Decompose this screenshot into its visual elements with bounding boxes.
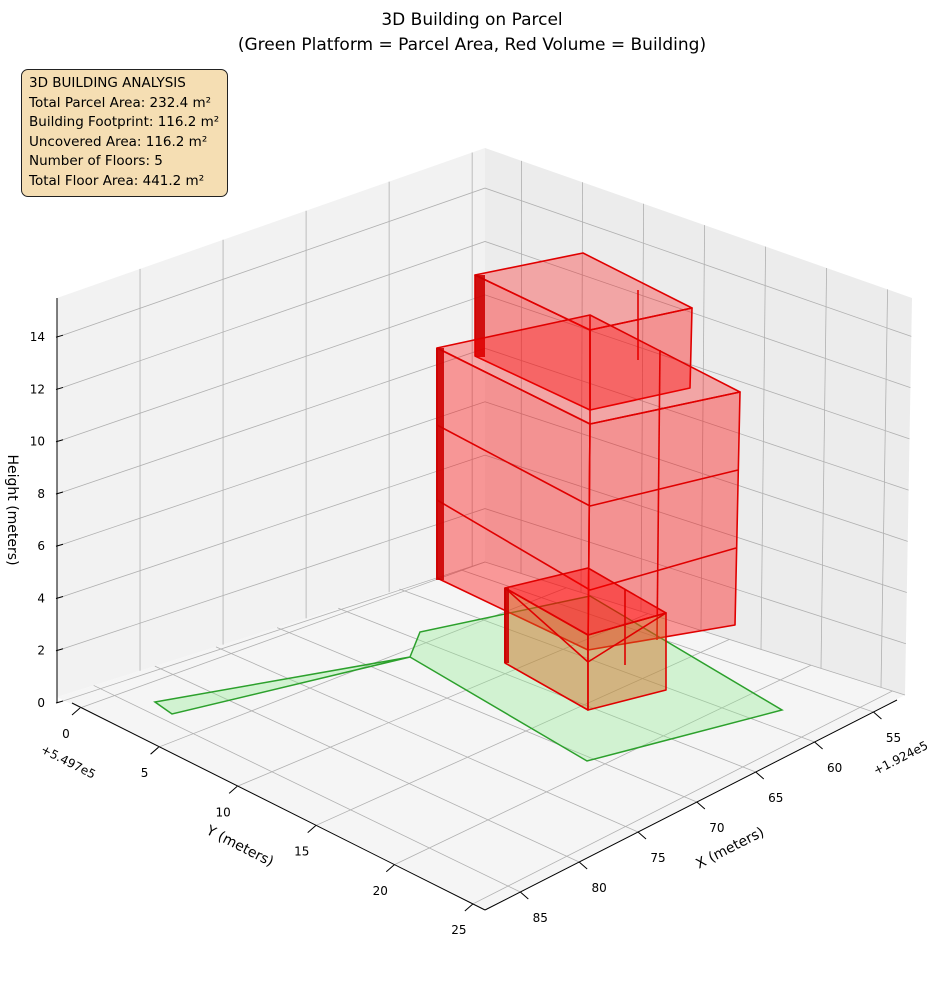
x-grid-line [93, 685, 521, 893]
left-back-pane [57, 148, 485, 697]
x-grid-line [399, 588, 815, 743]
z-tick [55, 700, 64, 704]
z-grid-line [56, 241, 911, 390]
z-tick-label: 2 [37, 644, 45, 658]
y-grid-line [236, 613, 649, 787]
y-axis-label: Y (meters) [203, 822, 277, 870]
right-back-pane [485, 148, 912, 695]
grid-lines [56, 152, 912, 905]
y-tick [150, 746, 159, 755]
z-tick-label: 10 [30, 435, 45, 449]
main-block-top [436, 314, 741, 425]
x-tick-label: 55 [886, 731, 901, 745]
z-tick [55, 596, 64, 599]
z-grid-line [56, 401, 908, 547]
x-grid-line [520, 160, 522, 574]
x-tick [873, 711, 882, 720]
x-grid-line [580, 182, 583, 593]
info-heading: 3D BUILDING ANALYSIS [29, 75, 186, 91]
y-tick [228, 785, 238, 794]
y-tick [385, 864, 395, 873]
x-grid-line [276, 627, 698, 803]
y-grid-line [315, 639, 730, 826]
y-axis-line [71, 702, 486, 911]
z-tick [55, 543, 64, 547]
z-tick-label: 14 [30, 330, 45, 344]
x-tick-label: 60 [827, 761, 842, 775]
y-grid-line [158, 587, 567, 748]
x-grid-line [215, 646, 639, 833]
x-tick [755, 771, 765, 780]
x-tick-label: 75 [650, 851, 665, 865]
info-floors: Number of Floors: 5 [29, 153, 163, 169]
floor-pane [57, 562, 905, 910]
z-tick-label: 12 [30, 382, 45, 396]
y-tick-label: 10 [215, 805, 230, 819]
x-tick-label: 85 [533, 911, 548, 925]
x-tick [814, 741, 823, 750]
info-footprint: Building Footprint: 116.2 m² [29, 114, 220, 130]
x-grid-line [820, 267, 827, 669]
z-tick-label: 4 [37, 591, 45, 605]
y-tick [307, 825, 317, 833]
z-tick-label: 6 [37, 539, 45, 553]
chart-title: 3D Building on Parcel [381, 10, 562, 30]
y-grid-line [79, 561, 486, 709]
x-grid-line [760, 246, 766, 650]
x-grid-line [154, 665, 580, 863]
z-tick [55, 439, 64, 443]
y-grid-line [472, 690, 893, 905]
y-grid-line [394, 664, 812, 866]
z-tick-label: 0 [37, 696, 45, 710]
x-tick [637, 831, 647, 840]
y-tick-label: 15 [294, 845, 309, 859]
y-tick-label: 20 [373, 884, 388, 898]
x-tick-label: 80 [592, 881, 607, 895]
z-tick [55, 386, 64, 390]
x-grid-line [338, 607, 756, 773]
x-grid-line [700, 225, 705, 631]
x-grid-line [640, 203, 644, 612]
z-tick [55, 334, 64, 338]
x-tick [519, 891, 529, 900]
y-offset-label: +5.497e5 [39, 742, 98, 781]
info-uncovered: Uncovered Area: 116.2 m² [29, 133, 208, 150]
z-axis-label: Height (meters) [4, 454, 20, 565]
z-grid-line [56, 187, 912, 338]
info-floor-area: Total Floor Area: 441.2 m² [29, 172, 205, 189]
analysis-info-box: 3D BUILDING ANALYSIS Total Parcel Area: … [21, 69, 229, 197]
y-tick [71, 707, 81, 716]
x-tick [578, 861, 588, 870]
z-tick [55, 648, 64, 652]
z-tick-label: 8 [37, 487, 45, 501]
z-tick [55, 491, 64, 495]
y-tick-label: 5 [141, 766, 149, 780]
tick-marks [55, 334, 882, 912]
chart-subtitle: (Green Platform = Parcel Area, Red Volum… [238, 35, 706, 55]
x-tick-label: 70 [709, 821, 724, 835]
axes-lines [56, 298, 898, 911]
z-grid-line [56, 508, 907, 652]
y-tick [464, 903, 474, 912]
y-tick-label: 25 [451, 923, 466, 937]
y-tick-label: 0 [62, 727, 70, 741]
x-grid-line [880, 289, 888, 688]
x-tick [696, 801, 706, 810]
x-axis-line [484, 699, 898, 911]
z-grid-line [56, 454, 907, 599]
info-parcel-area: Total Parcel Area: 232.4 m² [29, 94, 212, 111]
building-volume [436, 252, 741, 711]
x-axis-label: X (meters) [693, 824, 767, 872]
x-tick-label: 65 [768, 791, 783, 805]
